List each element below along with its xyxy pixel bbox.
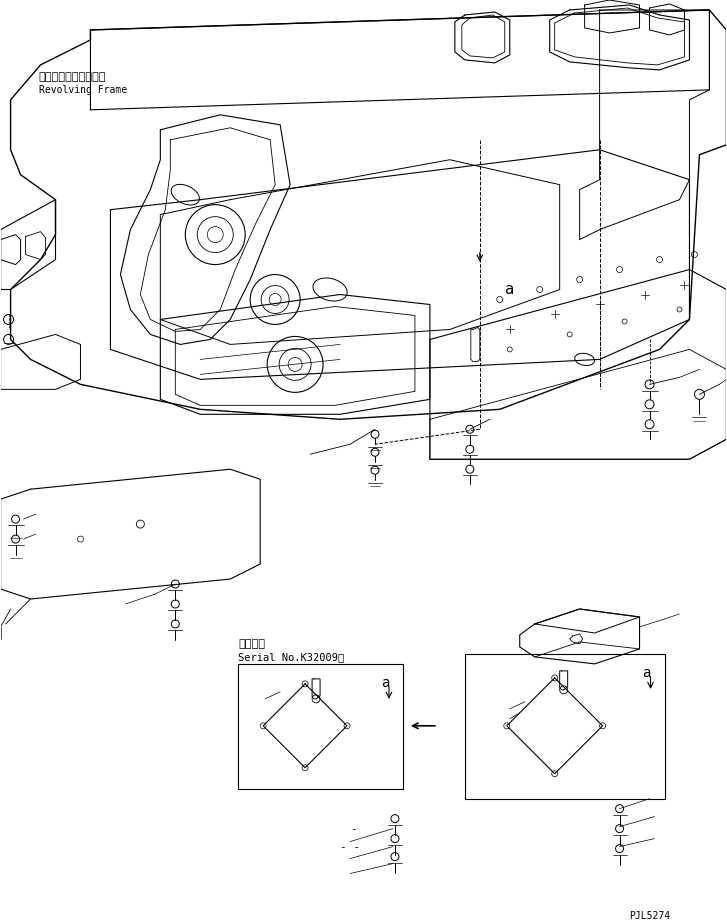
Text: a: a (643, 666, 651, 680)
Text: Serial No.K32009～: Serial No.K32009～ (238, 652, 345, 662)
Text: 適用号機: 適用号機 (238, 638, 265, 649)
Text: Revolving Frame: Revolving Frame (39, 85, 126, 95)
Text: - -: - - (340, 842, 361, 852)
Text: a: a (505, 282, 514, 297)
Text: a: a (381, 675, 390, 690)
Text: レボルビングフレーム: レボルビングフレーム (39, 72, 106, 82)
Text: -: - (350, 823, 357, 833)
Text: PJL5274: PJL5274 (630, 911, 671, 921)
